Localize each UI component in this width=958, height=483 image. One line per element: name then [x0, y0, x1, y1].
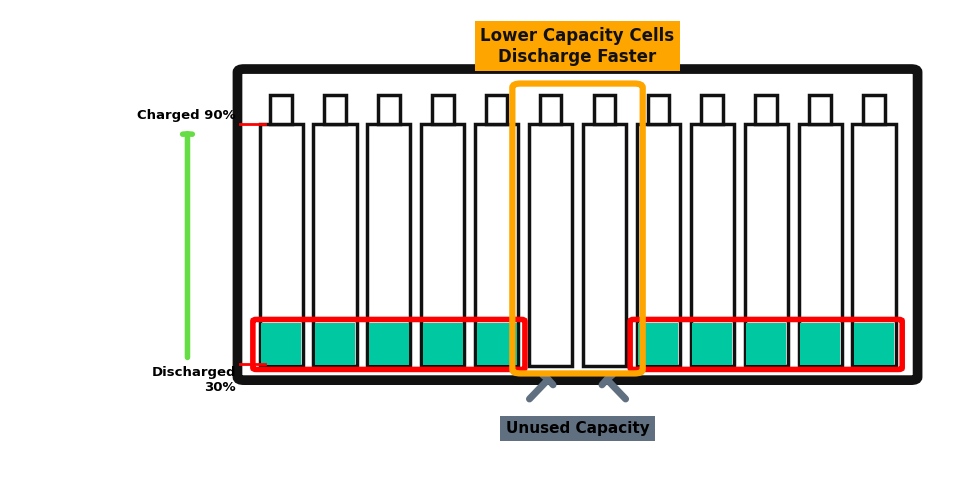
Bar [260, 124, 303, 366]
Bar [367, 124, 410, 366]
Bar [800, 323, 840, 366]
Bar [477, 323, 516, 366]
Bar [315, 323, 354, 366]
Bar [369, 323, 409, 366]
Bar [701, 95, 723, 124]
FancyBboxPatch shape [238, 69, 918, 380]
Bar [475, 124, 518, 366]
Bar [422, 323, 463, 366]
Bar [313, 124, 356, 366]
Bar [863, 95, 885, 124]
Bar [486, 95, 508, 124]
Text: Charged 90%: Charged 90% [137, 109, 236, 122]
Bar [637, 124, 680, 366]
Bar [432, 95, 453, 124]
Text: Unused Capacity: Unused Capacity [506, 421, 650, 436]
Bar [262, 323, 301, 366]
Bar [422, 124, 465, 366]
Bar [378, 95, 399, 124]
Bar [582, 124, 626, 366]
Bar [746, 323, 787, 366]
Bar [539, 95, 561, 124]
Bar [693, 323, 732, 366]
Text: Discharged
30%: Discharged 30% [151, 366, 236, 394]
Bar [799, 124, 842, 366]
Bar [810, 95, 831, 124]
Bar [853, 124, 896, 366]
Bar [324, 95, 346, 124]
Bar [691, 124, 734, 366]
Bar [744, 124, 787, 366]
Text: Lower Capacity Cells
Discharge Faster: Lower Capacity Cells Discharge Faster [481, 27, 674, 66]
Bar [270, 95, 292, 124]
Bar [756, 95, 777, 124]
Bar [855, 323, 894, 366]
Bar [594, 95, 615, 124]
Bar [648, 95, 669, 124]
Bar [638, 323, 678, 366]
Bar [529, 124, 572, 366]
